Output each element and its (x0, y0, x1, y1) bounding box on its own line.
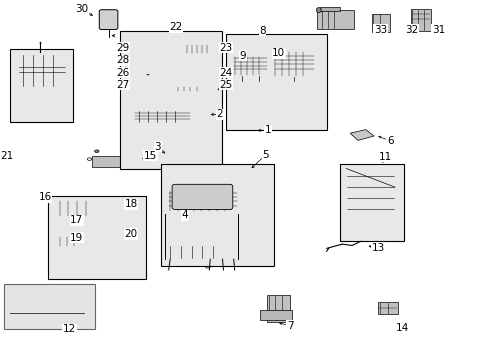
Bar (92, 156, 123, 167)
Bar (273, 51, 315, 77)
Ellipse shape (175, 212, 181, 216)
Bar (58, 220, 87, 231)
Ellipse shape (349, 171, 354, 174)
Bar (165, 245, 237, 259)
Bar (320, 7, 339, 11)
Bar (11, 315, 30, 323)
Text: 26: 26 (116, 68, 130, 78)
Text: 6: 6 (386, 136, 393, 146)
Bar (166, 122, 175, 130)
Text: 16: 16 (38, 192, 52, 202)
Text: 15: 15 (143, 150, 157, 161)
Text: 30: 30 (76, 4, 88, 14)
Ellipse shape (177, 94, 189, 99)
Text: 22: 22 (169, 22, 183, 32)
Text: 5: 5 (262, 150, 268, 160)
Text: 24: 24 (219, 68, 232, 78)
Text: 32: 32 (405, 24, 418, 35)
Text: 27: 27 (116, 80, 130, 90)
Bar (161, 164, 273, 266)
Bar (106, 201, 115, 207)
Ellipse shape (240, 81, 244, 83)
Bar (90, 236, 110, 244)
Bar (185, 44, 215, 53)
Text: 7: 7 (286, 321, 293, 331)
Bar (377, 302, 397, 314)
Bar (168, 190, 237, 212)
Text: 1: 1 (264, 125, 271, 135)
Text: 23: 23 (219, 42, 232, 53)
Text: 28: 28 (116, 55, 130, 66)
Bar (134, 110, 190, 122)
Text: 12: 12 (62, 324, 76, 334)
Bar (173, 71, 205, 77)
Text: 14: 14 (395, 323, 409, 333)
Ellipse shape (257, 81, 261, 83)
Text: 19: 19 (70, 233, 83, 243)
Bar (33, 94, 42, 103)
Bar (316, 10, 353, 29)
Bar (176, 86, 205, 92)
Polygon shape (349, 130, 373, 140)
Text: 17: 17 (70, 215, 83, 225)
Ellipse shape (316, 8, 321, 13)
Ellipse shape (87, 158, 92, 160)
Text: 4: 4 (181, 210, 188, 220)
Bar (48, 196, 145, 279)
Ellipse shape (116, 238, 122, 241)
Text: 9: 9 (239, 51, 246, 61)
Bar (58, 200, 102, 217)
Text: 33: 33 (373, 24, 386, 35)
Bar (410, 9, 430, 31)
Ellipse shape (94, 150, 99, 153)
Bar (176, 166, 229, 186)
Ellipse shape (230, 81, 234, 83)
Text: 11: 11 (378, 152, 391, 162)
Bar (19, 54, 65, 86)
Text: 20: 20 (124, 229, 137, 239)
Bar (10, 287, 85, 323)
Bar (4, 284, 95, 329)
Ellipse shape (142, 61, 148, 65)
Bar (180, 122, 188, 130)
Text: 10: 10 (272, 48, 285, 58)
FancyBboxPatch shape (99, 10, 118, 30)
Bar (139, 122, 150, 130)
Bar (233, 56, 267, 76)
Bar (339, 164, 404, 241)
Ellipse shape (383, 175, 388, 178)
Ellipse shape (66, 312, 71, 315)
Bar (260, 310, 291, 320)
Text: 25: 25 (219, 80, 232, 90)
Ellipse shape (204, 265, 210, 268)
Bar (226, 34, 326, 130)
Text: 8: 8 (259, 26, 265, 36)
Bar (139, 46, 171, 50)
Text: 31: 31 (431, 24, 445, 35)
FancyBboxPatch shape (172, 184, 232, 210)
Ellipse shape (31, 107, 36, 109)
Bar (151, 72, 155, 78)
Bar (10, 49, 73, 122)
Text: 2: 2 (216, 109, 223, 120)
Text: 29: 29 (116, 42, 130, 53)
Bar (58, 236, 84, 247)
Text: 13: 13 (370, 243, 384, 253)
Bar (165, 214, 237, 239)
Text: 21: 21 (0, 150, 14, 161)
Ellipse shape (143, 85, 149, 89)
Ellipse shape (365, 191, 369, 194)
Bar (266, 295, 289, 322)
Text: 3: 3 (154, 142, 161, 152)
Bar (20, 87, 63, 94)
Text: 18: 18 (124, 199, 138, 210)
Bar (346, 168, 394, 221)
Bar (120, 31, 222, 169)
Ellipse shape (116, 203, 122, 206)
Ellipse shape (292, 81, 296, 83)
Ellipse shape (20, 295, 26, 299)
Ellipse shape (45, 295, 52, 299)
Bar (371, 14, 389, 32)
